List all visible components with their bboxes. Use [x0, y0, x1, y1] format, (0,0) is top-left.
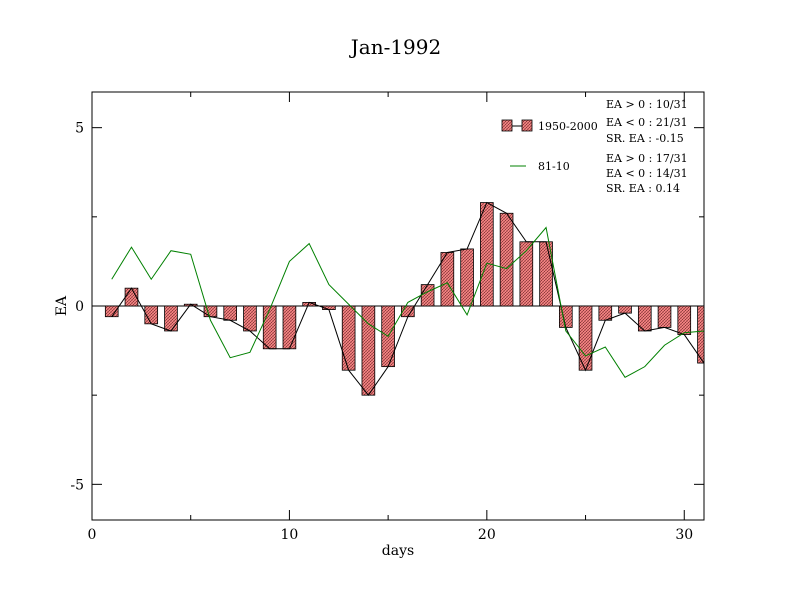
bar — [341, 305, 356, 371]
x-axis-label: days — [382, 543, 414, 559]
x-tick-label: 0 — [88, 527, 97, 543]
stat-8110-sr: SR. EA : 0.14 — [606, 182, 680, 195]
stat-1950-ea-pos: EA > 0 : 10/31 — [606, 98, 688, 111]
y-tick-label: 5 — [75, 121, 84, 137]
legend-swatch-bar-left — [501, 119, 513, 132]
bar — [480, 202, 494, 307]
y-axis-label: EA — [54, 295, 70, 316]
series-line-1950-2000 — [111, 201, 705, 397]
bar — [104, 305, 119, 318]
bar — [499, 212, 514, 307]
series-line-81-10 — [111, 226, 705, 378]
x-tick-label: 10 — [281, 527, 299, 543]
bar — [657, 305, 672, 328]
bar — [618, 305, 632, 314]
line-1950-2000 — [111, 201, 705, 397]
line-81-10 — [111, 226, 705, 378]
stat-8110-ea-neg: EA < 0 : 14/31 — [606, 167, 688, 180]
bar — [164, 305, 178, 332]
y-axis-ticks: -5 0 5 — [70, 121, 704, 493]
bar — [460, 248, 474, 307]
bar — [677, 305, 692, 335]
bars-1950-2000 — [104, 202, 705, 396]
y-tick-label: 0 — [75, 299, 84, 315]
y-tick-label: -5 — [70, 477, 84, 493]
bar — [519, 241, 534, 307]
bar — [262, 305, 277, 350]
bar — [401, 305, 415, 318]
legend-label-1950-2000: 1950-2000 — [538, 120, 598, 133]
bar — [223, 305, 237, 321]
x-axis-ticks: 0 10 20 30 — [88, 92, 693, 543]
bar — [243, 305, 257, 332]
bar — [282, 305, 297, 350]
stat-1950-ea-neg: EA < 0 : 21/31 — [606, 116, 688, 129]
legend-label-81-10: 81-10 — [538, 160, 570, 173]
x-tick-label: 30 — [675, 527, 693, 543]
stat-8110-ea-pos: EA > 0 : 17/31 — [606, 152, 688, 165]
chart-title: Jan-1992 — [349, 35, 441, 59]
bar — [697, 305, 705, 364]
legend: 1950-2000 81-10 EA > 0 : 10/31 EA < 0 : … — [501, 98, 688, 195]
x-tick-label: 20 — [478, 527, 496, 543]
stat-1950-sr: SR. EA : -0.15 — [606, 132, 684, 145]
legend-swatch-bar-right — [521, 119, 533, 132]
bar — [420, 284, 435, 307]
bar — [203, 305, 218, 318]
